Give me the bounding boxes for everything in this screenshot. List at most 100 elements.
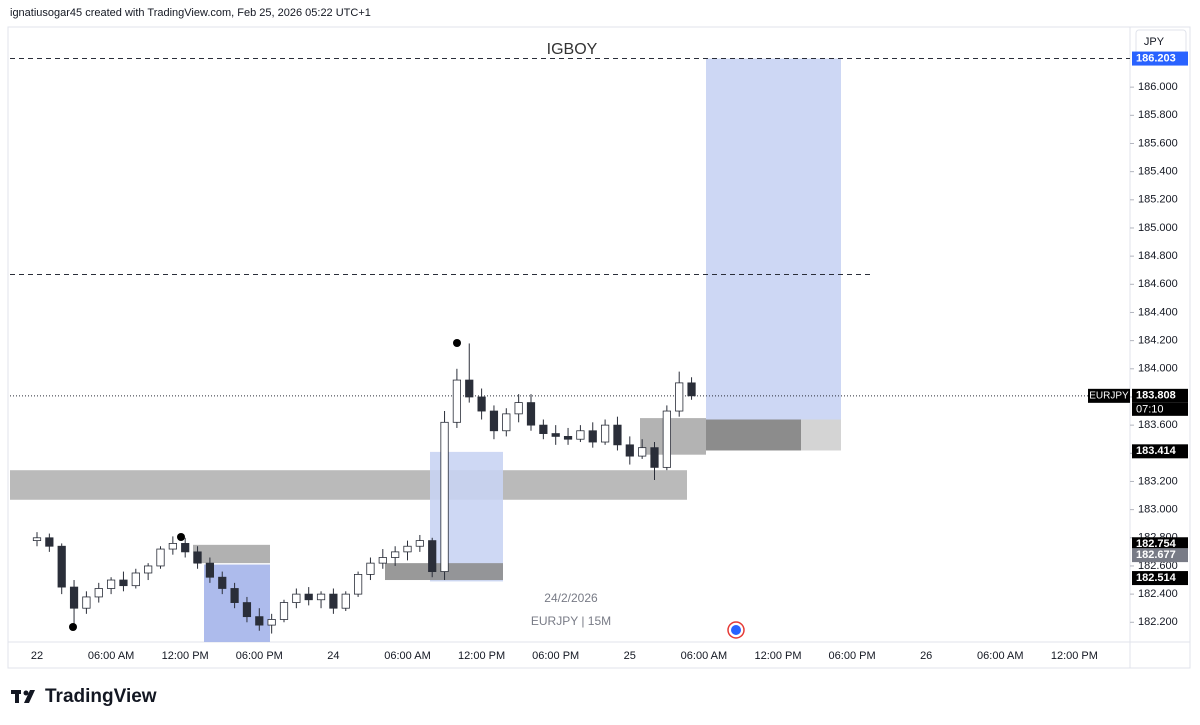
candle-body: [32, 537, 42, 542]
x-tick-label: 06:00 AM: [681, 650, 727, 662]
candle-body: [489, 410, 499, 432]
candle-body: [69, 586, 79, 609]
y-tick-label: 182.600: [1138, 560, 1178, 572]
y-tick-label: 184.000: [1138, 363, 1178, 375]
x-tick-label: 25: [624, 650, 636, 662]
swing-dot: [177, 533, 185, 541]
candle-body: [218, 576, 227, 589]
candle-body: [366, 562, 375, 575]
x-tick-label: 22: [31, 650, 43, 662]
countdown-bg: [1132, 402, 1188, 416]
candle-body: [539, 424, 548, 434]
candle-body: [193, 551, 202, 564]
price-label-bg: [1132, 388, 1188, 403]
swing-dot: [69, 623, 77, 631]
swing-dot: [453, 339, 461, 347]
y-tick-label: 182.400: [1138, 588, 1178, 600]
price-label: 186.203: [1136, 52, 1176, 64]
candle-body: [477, 396, 486, 412]
plot: [10, 58, 1130, 642]
candle-body: [181, 543, 190, 553]
y-tick-label: 184.600: [1138, 278, 1178, 290]
y-tick-label: 184.200: [1138, 335, 1178, 347]
candle-body: [255, 616, 264, 626]
candle-body: [144, 565, 153, 574]
symbol-tag: EURJPY: [1089, 390, 1129, 401]
candle-body: [205, 562, 215, 578]
candle-body: [378, 557, 387, 564]
candle-body: [304, 593, 313, 601]
candle-body: [452, 379, 462, 423]
candle-body: [391, 551, 400, 558]
x-tick-label: 06:00 AM: [977, 650, 1023, 662]
y-tick-label: 186.000: [1138, 81, 1178, 93]
y-tick-label: 184.400: [1138, 306, 1178, 318]
candle-body: [230, 588, 239, 603]
event-icon-core: [731, 625, 741, 635]
x-tick-label: 26: [920, 650, 932, 662]
price-label: 182.514: [1136, 572, 1177, 584]
zone: [801, 419, 841, 451]
candle-body: [551, 433, 560, 437]
candle-body: [613, 424, 622, 446]
candle-body: [415, 540, 424, 547]
candle-body: [675, 382, 684, 412]
zone: [706, 419, 801, 451]
candle-body: [242, 602, 252, 618]
brand: TradingView: [45, 686, 157, 707]
candle-body: [638, 447, 647, 457]
candle-body: [279, 602, 289, 620]
price-label-bg: [1132, 537, 1188, 552]
currency: JPY: [1144, 36, 1165, 48]
y-tick-label: 184.800: [1138, 250, 1178, 262]
candle-body: [353, 574, 363, 595]
logo-mark: [24, 690, 35, 703]
x-tick-label: 12:00 PM: [754, 650, 801, 662]
x-tick-label: 24: [327, 650, 339, 662]
x-tick-label: 06:00 PM: [236, 650, 283, 662]
x-tick-label: 06:00 AM: [88, 650, 134, 662]
logo-mark: [15, 690, 19, 703]
symbol-tag-bg: [1088, 388, 1130, 403]
logo: TradingView: [11, 686, 157, 707]
candle-body: [576, 430, 585, 440]
zone: [10, 470, 687, 500]
x-tick-label: 12:00 PM: [162, 650, 209, 662]
candle-body: [662, 410, 671, 468]
candle-body: [687, 382, 696, 397]
chart-title: IGBOY: [547, 41, 598, 58]
candle-body: [267, 619, 276, 626]
header: ignatiusogar45 created with TradingView.…: [10, 7, 371, 19]
x-tick-label: 12:00 PM: [1051, 650, 1098, 662]
candle-body: [465, 379, 474, 398]
watermark-date: 24/2/2026: [544, 591, 598, 605]
price-label-bg: [1132, 444, 1188, 459]
candle-body: [502, 413, 511, 432]
candle-body: [57, 545, 66, 588]
x-tick-label: 12:00 PM: [458, 650, 505, 662]
x-tick-label: 06:00 PM: [532, 650, 579, 662]
candle-body: [625, 444, 634, 457]
candle-body: [563, 435, 573, 440]
logo-mark: [23, 690, 29, 696]
candle-body: [292, 593, 301, 603]
candle-body: [45, 537, 54, 547]
y-tick-label: 183.200: [1138, 475, 1178, 487]
price-label: 182.677: [1136, 549, 1176, 561]
price-label-bg: [1132, 51, 1188, 66]
candle-body: [650, 447, 659, 468]
candle-body: [514, 402, 523, 415]
candle-body: [316, 593, 326, 601]
candle-body: [82, 596, 91, 609]
countdown: 07:10: [1136, 404, 1164, 416]
price-label-bg: [1132, 571, 1188, 586]
y-tick-label: 185.400: [1138, 166, 1178, 178]
candle-body: [526, 402, 536, 426]
candle-body: [156, 548, 165, 567]
price-label: 182.754: [1136, 538, 1177, 550]
x-tick-label: 06:00 PM: [829, 650, 876, 662]
candle-body: [428, 540, 437, 572]
candle-body: [329, 593, 338, 609]
